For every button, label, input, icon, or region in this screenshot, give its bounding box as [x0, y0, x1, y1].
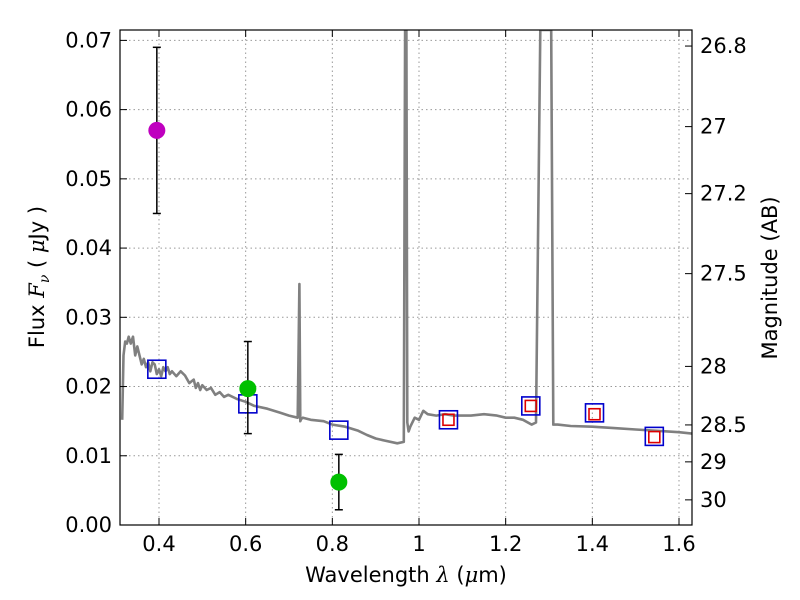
- y2-tick-label: 30: [700, 488, 727, 512]
- y-tick-label: 0.03: [65, 305, 112, 329]
- x-tick-label: 1.2: [489, 532, 522, 556]
- observed-nir-square: [588, 407, 601, 421]
- x-tick-label: 0.8: [316, 532, 349, 556]
- axis-ticks: [120, 30, 692, 526]
- model-photometry-square: [147, 359, 167, 380]
- y2-tick-label: 29: [700, 450, 727, 474]
- y2-tick-label: 27.5: [700, 262, 747, 286]
- y2-tick-label: 27.2: [700, 182, 747, 206]
- y2-tick-label: 28.5: [700, 413, 747, 437]
- sed-line: [120, 30, 692, 445]
- x-tick-label: 1: [412, 532, 425, 556]
- grid-lines: [120, 30, 692, 525]
- plot-frame: [119, 29, 693, 526]
- y-axis-label: Flux Fν ( μJy ): [25, 206, 53, 348]
- detection-point: [148, 121, 166, 139]
- y-tick-label: 0.06: [65, 98, 112, 122]
- model-photometry-square: [584, 403, 605, 423]
- y2-tick-label: 28: [700, 354, 727, 378]
- x-tick-label: 1.4: [576, 532, 609, 556]
- y-tick-label: 0.01: [65, 444, 112, 468]
- observed-nir-square: [442, 413, 455, 427]
- x-tick-label: 1.6: [662, 532, 695, 556]
- y-tick-label: 0.02: [65, 375, 112, 399]
- x-axis-label: Wavelength λ (μm): [305, 563, 507, 587]
- y-tick-label: 0.04: [65, 236, 112, 260]
- model-photometry-square: [329, 420, 349, 440]
- model-photometry-square: [438, 409, 459, 430]
- y-tick-label: 0.00: [65, 513, 112, 537]
- x-tick-label: 0.6: [229, 532, 262, 556]
- model-photometry-square: [520, 396, 541, 416]
- y2-tick-label: 27: [700, 115, 727, 139]
- y2-axis-label: Magnitude (AB): [758, 196, 782, 359]
- y2-tick-label: 26.8: [700, 34, 747, 58]
- observed-nir-square: [647, 430, 661, 444]
- observed-nir-square: [524, 399, 538, 413]
- axis-tick-labels: 0.4 0.6 0.8 1 1.2 1.4 1.6 0.00 0.01 0.02 0.03 0.04 0…: [65, 28, 747, 556]
- y-tick-label: 0.05: [65, 167, 112, 191]
- x-tick-label: 0.4: [142, 532, 175, 556]
- model-photometry-square: [644, 426, 665, 447]
- plot-area: [120, 30, 692, 511]
- detection-point: [239, 380, 257, 398]
- detection-point: [330, 473, 348, 491]
- y-tick-label: 0.07: [65, 28, 112, 52]
